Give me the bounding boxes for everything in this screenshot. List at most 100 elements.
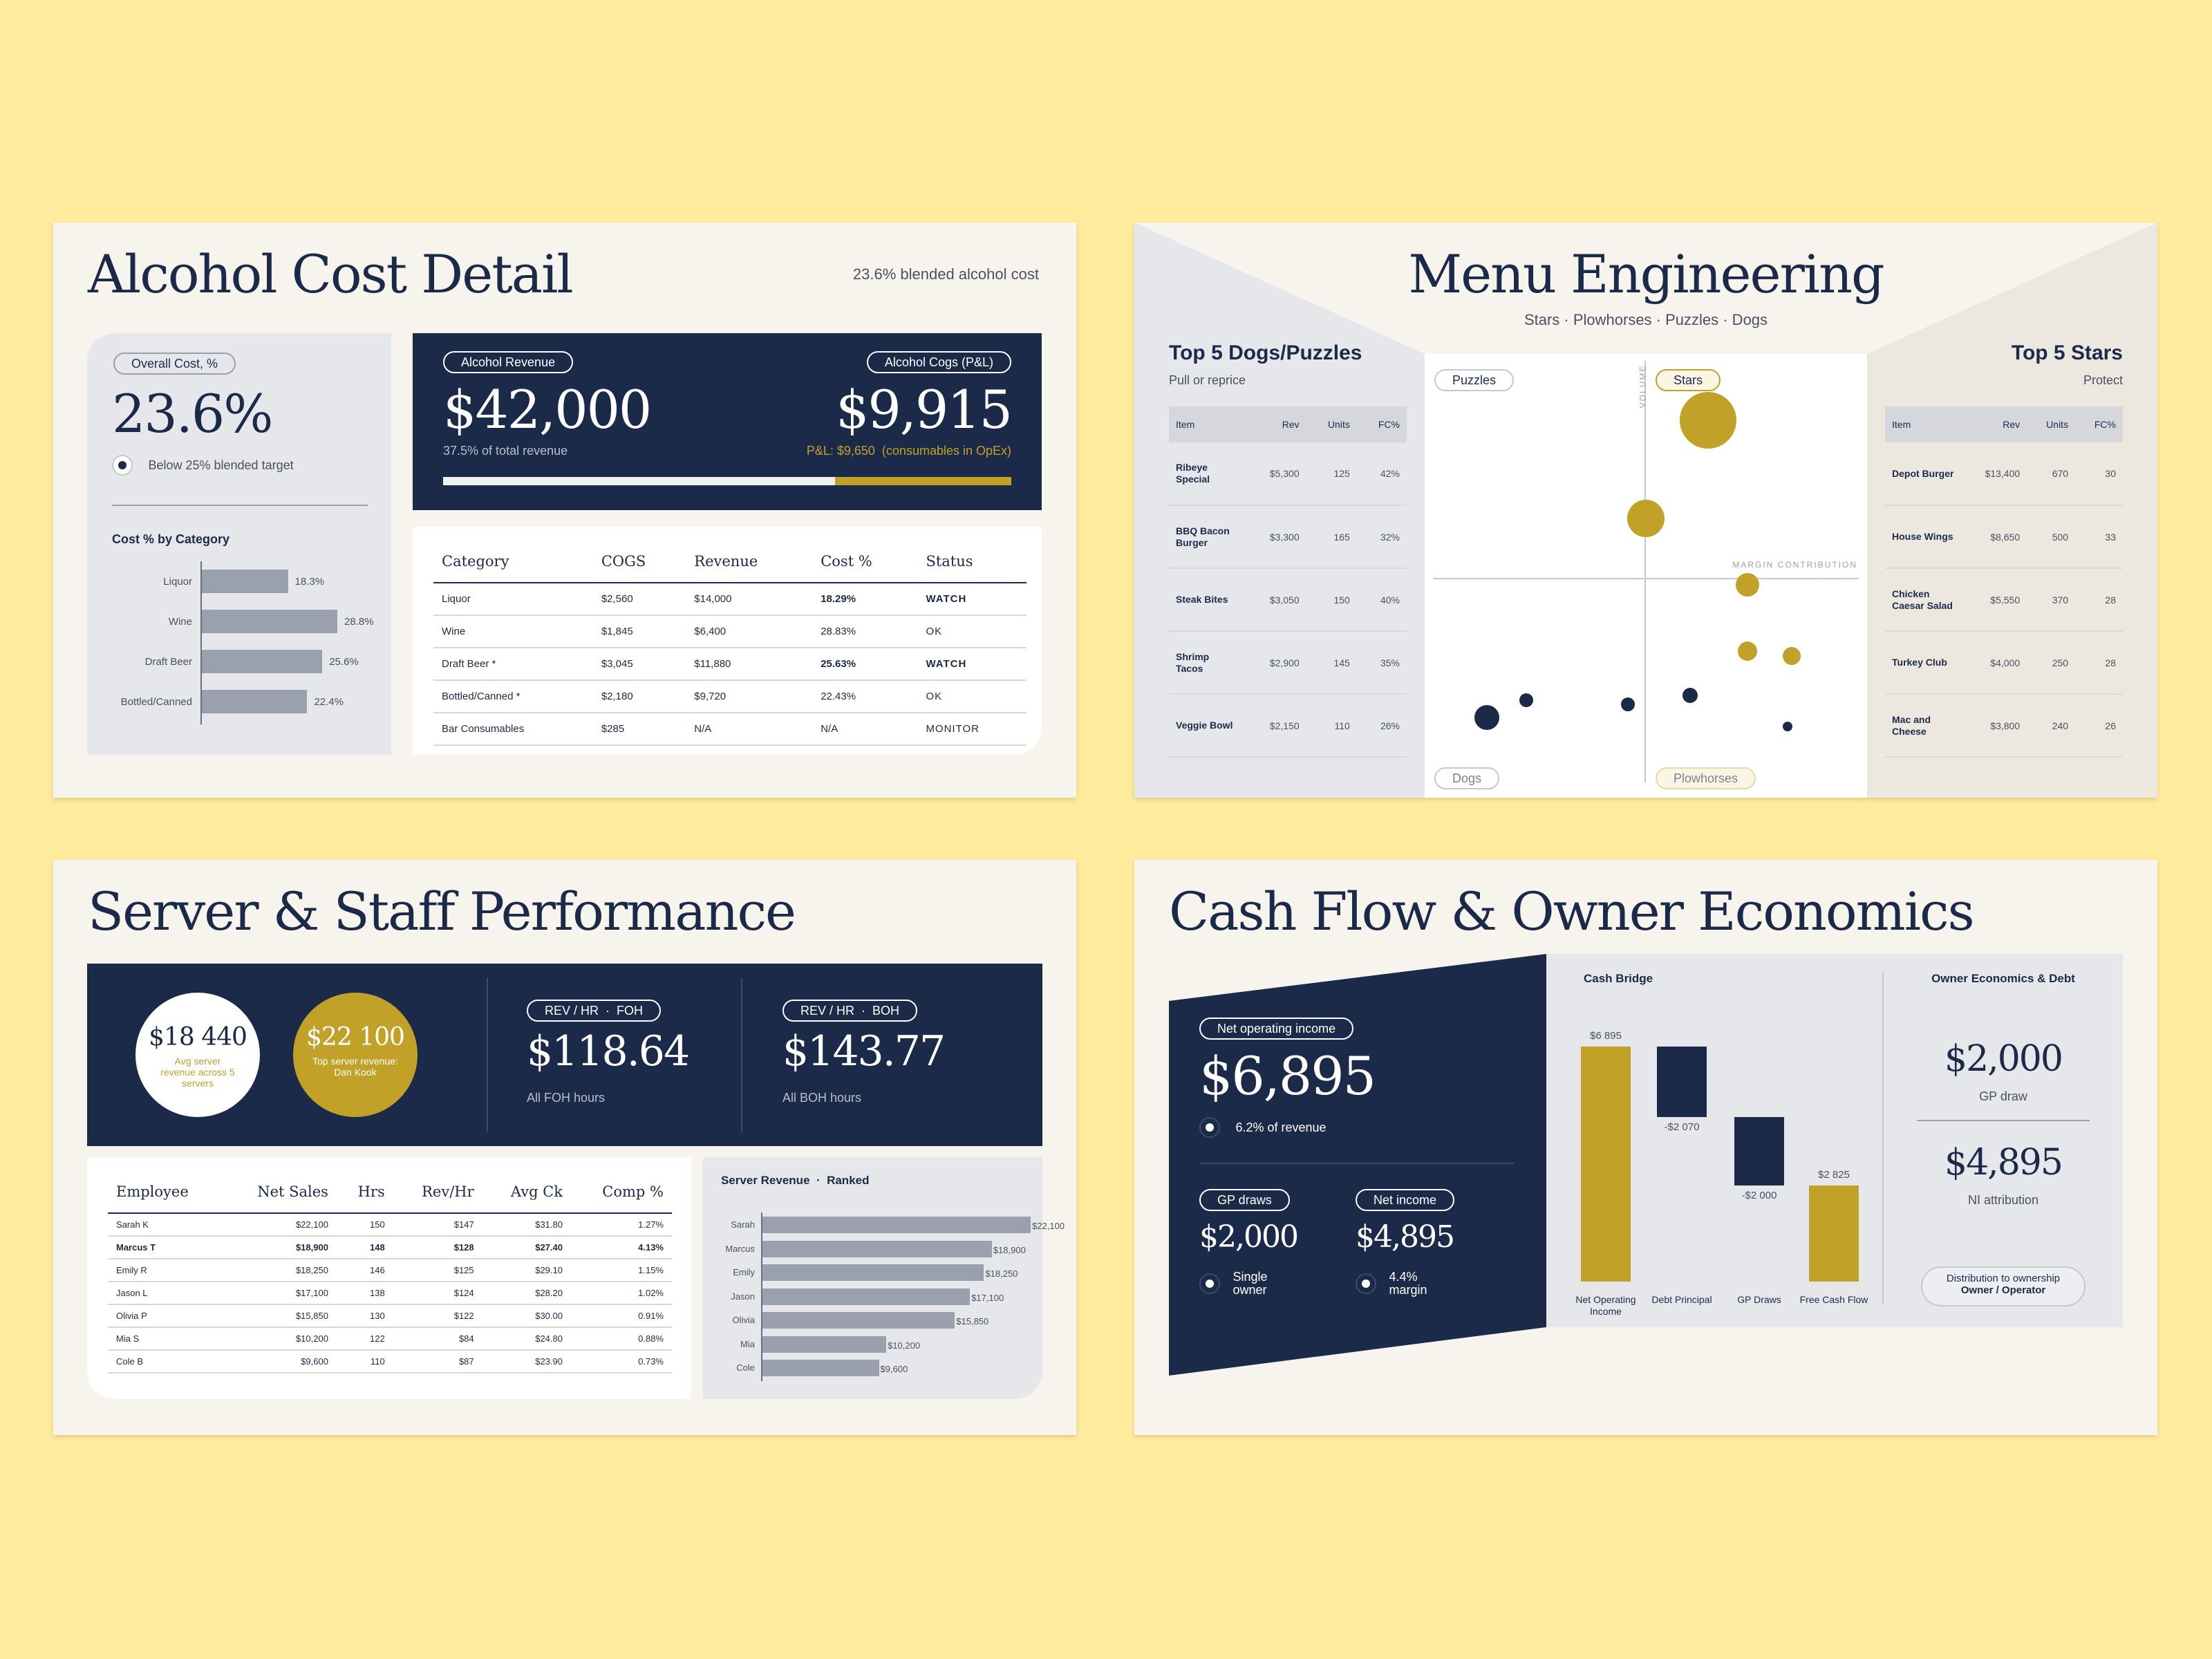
category-bar [202, 690, 308, 713]
table-cell: 138 [336, 1282, 393, 1305]
table-cell: 0.73% [570, 1350, 672, 1374]
server-label: Cole [736, 1362, 755, 1373]
bridge-bar [1657, 1047, 1707, 1118]
table-row: Liquor $2,560 $14,000 18.29% WATCH [433, 583, 1027, 616]
category-value: 25.6% [329, 656, 359, 668]
category-table-card: Category COGS Revenue Cost % Status Liquor $2… [413, 527, 1042, 755]
table-cell: $6,400 [686, 615, 813, 648]
table-cell: 33 [2075, 505, 2123, 569]
table-header: Item [1169, 406, 1245, 442]
navy-trapezoid [1169, 954, 1546, 1376]
chart-axis [200, 561, 202, 724]
overall-cost-card: Overall Cost, % 23.6% Below 25% blended … [87, 333, 391, 755]
table-cell: 28 [2075, 568, 2123, 632]
server-chart-title: Server Revenue · Ranked [721, 1174, 870, 1187]
table-cell: 0.91% [570, 1304, 672, 1328]
table-header: Rev/Hr [393, 1174, 482, 1214]
table-cell: Veggie Bowl [1169, 694, 1245, 758]
table-header: Item [1885, 406, 1961, 442]
table-cell: MONITOR [917, 713, 1027, 746]
table-cell: 30 [2075, 442, 2123, 506]
divider [112, 505, 368, 506]
stars-table: Item Rev Units FC% Depot Burger $13,400 670 30 H… [1885, 406, 2123, 758]
table-cell: $18,250 [223, 1259, 337, 1282]
table-cell: House Wings [1885, 505, 1961, 569]
bridge-value: -$2 000 [1741, 1189, 1777, 1201]
table-cell: $28.20 [482, 1282, 571, 1305]
avg-server-value: $18 440 [149, 1023, 247, 1051]
category-value: 22.4% [314, 696, 344, 708]
table-cell: $31.80 [482, 1213, 571, 1237]
table-cell: $5,550 [1961, 568, 2027, 632]
table-row: Bottled/Canned * $2,180 $9,720 22.43% OK [433, 680, 1027, 713]
gp-draws-pill: GP draws [1199, 1189, 1290, 1211]
table-header: Revenue [686, 541, 813, 583]
dogs-subtitle: Pull or reprice [1169, 373, 1246, 387]
margin-axis-line [1433, 578, 1859, 579]
table-cell: $10,200 [223, 1327, 337, 1351]
table-cell: 35% [1356, 631, 1407, 695]
table-cell: 146 [336, 1259, 393, 1282]
table-cell: Wine [433, 615, 593, 648]
noi-note: 6.2% of revenue [1235, 1120, 1327, 1134]
panel-subtitle: Stars · Plowhorses · Puzzles · Dogs [1524, 311, 1768, 328]
bridge-title: Cash Bridge [1584, 972, 1653, 985]
scatter-point [1474, 705, 1499, 731]
server-label: Sarah [731, 1219, 755, 1230]
revenue-value: $42,000 [443, 379, 652, 440]
table-cell: 1.27% [570, 1213, 672, 1237]
category-table: Category COGS Revenue Cost % Status Liquor $2… [433, 541, 1027, 746]
table-cell: $2,180 [592, 680, 686, 713]
category-bar [202, 610, 337, 633]
table-cell: Depot Burger [1885, 442, 1961, 506]
cogs-value: $9,915 [836, 379, 1013, 440]
menu-engineering-panel: Menu Engineering Stars · Plowhorses · Pu… [1134, 223, 2157, 798]
table-cell: Jason L [108, 1282, 223, 1305]
table-row: Marcus T $18,900 148 $128 $27.40 4.13% [108, 1236, 672, 1259]
table-cell: 42% [1356, 442, 1407, 506]
table-cell: $14,000 [686, 583, 813, 616]
table-row: Draft Beer * $3,045 $11,880 25.63% WATCH [433, 648, 1027, 681]
table-cell: $2,900 [1245, 631, 1306, 695]
table-cell: 150 [336, 1213, 393, 1237]
table-cell: 28.83% [812, 615, 918, 648]
table-cell: 145 [1306, 631, 1357, 695]
alcohol-cost-panel: Alcohol Cost Detail 23.6% blended alcoho… [53, 223, 1076, 798]
table-cell: Ribeye Special [1169, 442, 1245, 506]
table-header: Comp % [570, 1174, 672, 1214]
panel-title: Menu Engineering [1408, 243, 1884, 305]
foh-pill: REV / HR · FOH [527, 1000, 662, 1022]
category-chart-title: Cost % by Category [112, 532, 230, 546]
table-cell: Cole B [108, 1350, 223, 1374]
bridge-value: $6 895 [1590, 1030, 1622, 1042]
category-cost-chart: Liquor 18.3% Wine 28.8% Draft Beer 25.6% Bottl… [87, 561, 391, 748]
table-row: Turkey Club $4,000 250 28 [1885, 631, 2123, 695]
category-bar [202, 570, 288, 593]
kpi-divider [487, 977, 488, 1132]
table-cell: $23.90 [482, 1350, 571, 1374]
table-cell: WATCH [917, 648, 1027, 681]
table-cell: 148 [336, 1236, 393, 1259]
server-value: $18,250 [985, 1268, 1018, 1279]
dogs-title: Top 5 Dogs/Puzzles [1169, 341, 1362, 364]
table-cell: 240 [2027, 694, 2076, 758]
table-cell: 18.29% [812, 583, 918, 616]
table-row: Bar Consumables $285 N/A N/A MONITOR [433, 713, 1027, 746]
employee-table-card: Employee Net Sales Hrs Rev/Hr Avg Ck Comp % Sa… [87, 1157, 691, 1399]
status-dot-icon [1199, 1117, 1220, 1138]
category-value: 28.8% [344, 616, 374, 628]
table-cell: 370 [2027, 568, 2076, 632]
category-bar [202, 650, 323, 673]
bridge-bar [1581, 1047, 1631, 1282]
owner-title: Owner Economics & Debt [1931, 972, 2075, 985]
table-header: FC% [1356, 406, 1407, 442]
owner-ni-note: NI attribution [1967, 1193, 2039, 1207]
table-cell: Liquor [433, 583, 593, 616]
status-dot-icon [1199, 1273, 1220, 1294]
table-cell: $285 [592, 713, 686, 746]
volume-axis-label: VOLUME [1638, 364, 1648, 409]
table-cell: 26 [2075, 694, 2123, 758]
bridge-category: Debt Principal [1651, 1294, 1712, 1305]
table-row: Shrimp Tacos $2,900 145 35% [1169, 631, 1407, 695]
table-cell: $15,850 [223, 1304, 337, 1328]
